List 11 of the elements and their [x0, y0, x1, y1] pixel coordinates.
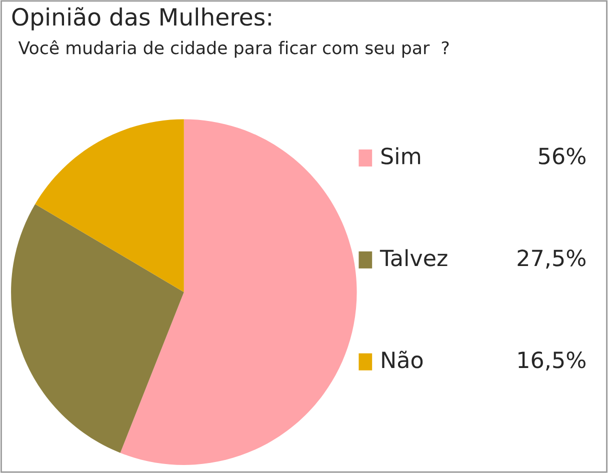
data-label: 16,5%: [518, 351, 586, 371]
pie-slice: [11, 204, 184, 453]
legend-label: Talvez: [380, 249, 448, 266]
legend-label: Sim: [381, 147, 420, 164]
data-label: 27,5%: [518, 250, 586, 269]
pie-slice: [120, 119, 357, 465]
legend-label: Não: [382, 350, 423, 368]
data-label: 56%: [539, 148, 586, 164]
pie-slice: [35, 119, 184, 292]
chart-subtitle: Você mudaria de cidade para ficar com seu par ?: [18, 40, 449, 58]
chart-title: Opinião das Mulheres:: [12, 7, 271, 30]
